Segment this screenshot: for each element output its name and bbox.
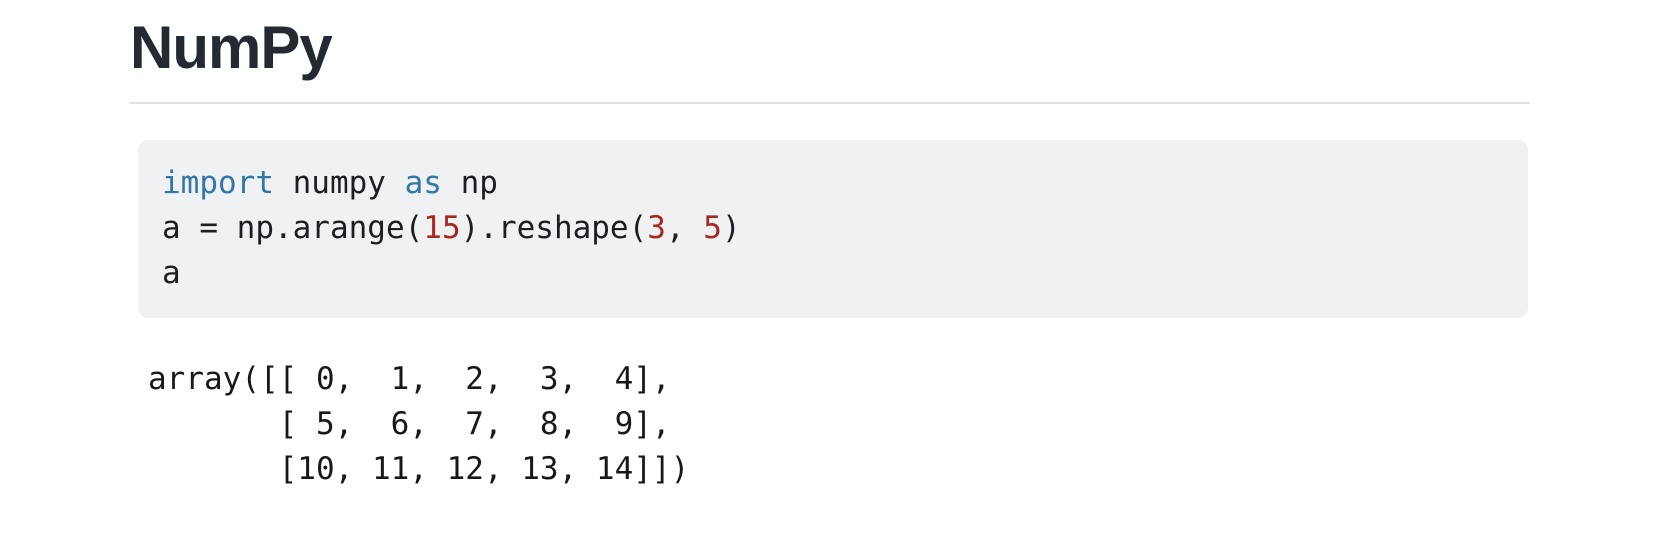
code-token-plain: np (441, 165, 498, 201)
code-token-keyword: as (404, 165, 442, 201)
code-token-number: 15 (423, 210, 461, 246)
page: NumPy import numpy as np a = np.arange(1… (130, 15, 1530, 492)
code-token-plain: ) (721, 210, 741, 246)
output-line: [10, 11, 12, 13, 14]]) (148, 451, 690, 487)
code-line: a = np.arange(15).reshape(3, 5) (162, 206, 1504, 251)
page-title: NumPy (130, 14, 333, 81)
code-token-number: 3 (647, 210, 666, 246)
code-token-plain: , (665, 210, 704, 246)
output-line: [ 5, 6, 7, 8, 9], (148, 406, 671, 442)
code-line: import numpy as np (162, 161, 1504, 206)
output-line: array([[ 0, 1, 2, 3, 4], (148, 361, 671, 397)
code-token-keyword: import (162, 165, 274, 201)
code-token-plain: a (162, 255, 181, 291)
code-token-number: 5 (703, 210, 722, 246)
code-token-plain: ).reshape( (460, 210, 648, 246)
code-token-plain: numpy (273, 165, 405, 201)
output-block: array([[ 0, 1, 2, 3, 4], [ 5, 6, 7, 8, 9… (148, 357, 1530, 492)
code-block: import numpy as np a = np.arange(15).res… (138, 140, 1528, 318)
code-token-plain: a = np.arange( (162, 210, 424, 246)
code-line: a (162, 251, 1504, 296)
divider (130, 102, 1530, 104)
